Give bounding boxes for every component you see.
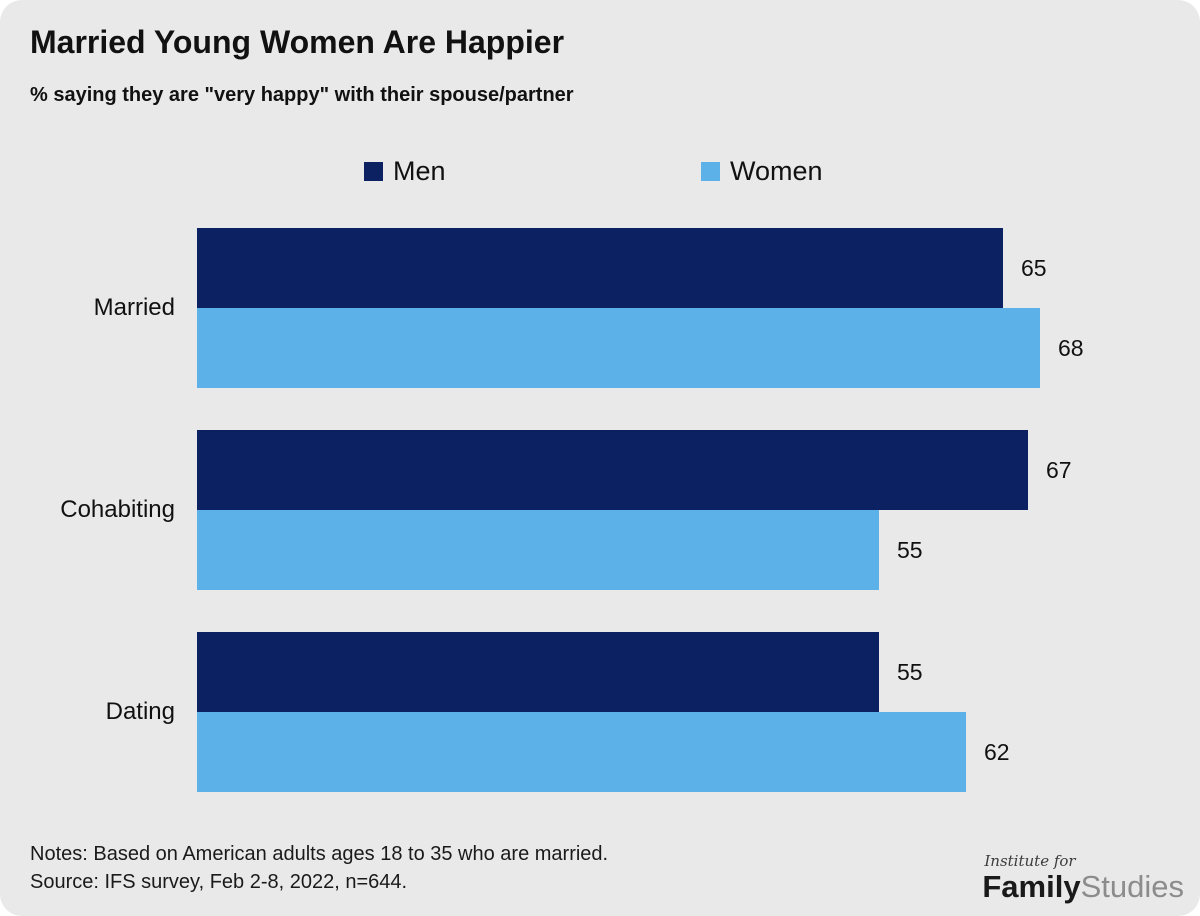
legend-item-women: Women bbox=[701, 155, 823, 187]
source-line: Source: IFS survey, Feb 2-8, 2022, n=644… bbox=[30, 871, 408, 893]
bar-cohabiting-women bbox=[197, 510, 879, 590]
logo-wordmark: FamilyStudies bbox=[982, 870, 1184, 904]
value-label-dating-women: 62 bbox=[984, 738, 1010, 765]
men-legend-label: Men bbox=[393, 155, 446, 186]
value-label-cohabiting-women: 55 bbox=[897, 536, 923, 563]
bar-cohabiting-men bbox=[197, 430, 1028, 510]
women-legend-label: Women bbox=[730, 155, 823, 186]
men-legend-swatch-icon bbox=[364, 161, 383, 181]
logo-studies-text: Studies bbox=[1080, 869, 1184, 904]
notes-line: Notes: Based on American adults ages 18 … bbox=[30, 843, 609, 865]
category-label-cohabiting: Cohabiting bbox=[60, 496, 175, 523]
logo-institute-for-text: Institute for bbox=[984, 852, 1076, 870]
bar-dating-women bbox=[197, 712, 966, 792]
footnotes: Notes: Based on American adults ages 18 … bbox=[30, 840, 608, 896]
chart-subtitle: % saying they are "very happy" with thei… bbox=[30, 84, 574, 106]
value-label-cohabiting-men: 67 bbox=[1046, 456, 1072, 483]
bar-married-women bbox=[197, 308, 1040, 388]
value-label-dating-men: 55 bbox=[897, 658, 923, 685]
category-label-dating: Dating bbox=[105, 698, 175, 725]
value-label-married-women: 68 bbox=[1058, 334, 1084, 361]
logo-family-text: Family bbox=[982, 869, 1081, 904]
women-legend-swatch-icon bbox=[701, 161, 720, 181]
bar-dating-men bbox=[197, 632, 879, 712]
value-label-married-men: 65 bbox=[1021, 254, 1047, 281]
ifs-logo: Institute for FamilyStudies bbox=[982, 852, 1184, 904]
legend-item-men: Men bbox=[364, 155, 446, 187]
chart-title: Married Young Women Are Happier bbox=[30, 24, 565, 60]
bar-married-men bbox=[197, 228, 1003, 308]
category-label-married: Married bbox=[93, 294, 175, 321]
